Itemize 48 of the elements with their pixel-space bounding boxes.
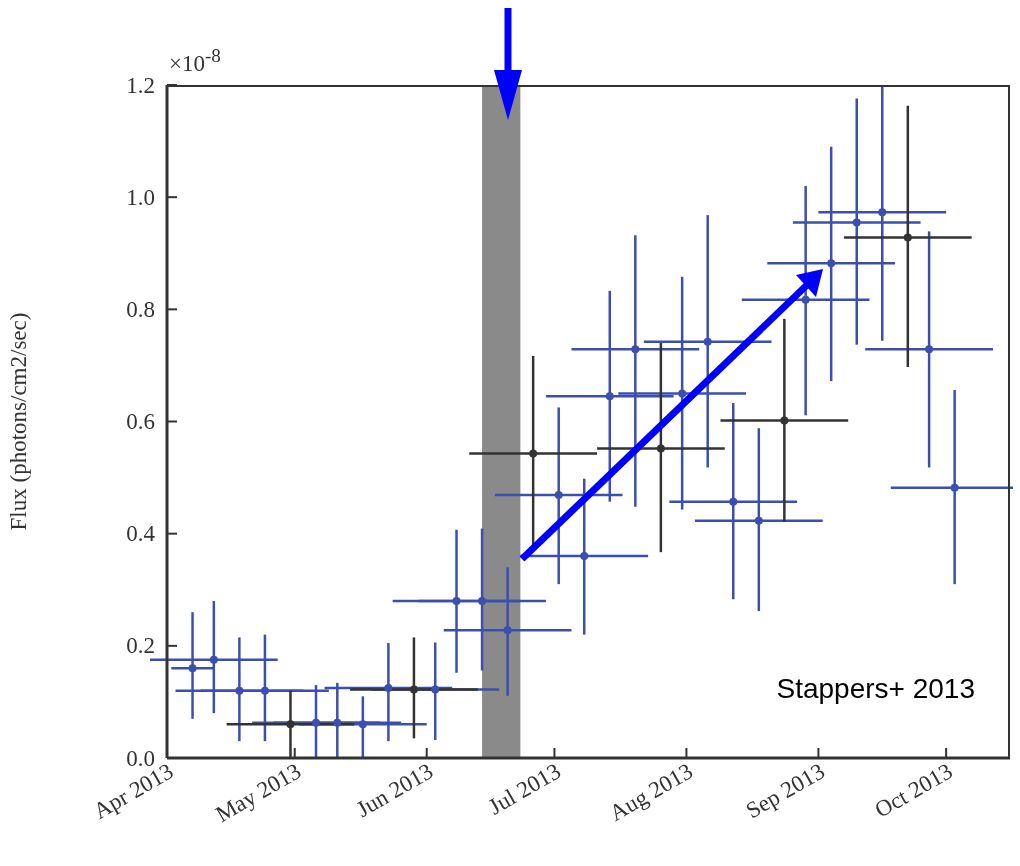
point — [260, 686, 269, 695]
text: ×10$^{-8}$ — [169, 45, 221, 77]
point — [209, 655, 218, 664]
y-tick-label: 0.2 — [126, 633, 155, 659]
x-tick-label: Aug 2013 — [605, 758, 697, 826]
x-tick-label: Jul 2013 — [484, 758, 565, 820]
point — [950, 483, 959, 492]
point — [903, 233, 912, 242]
point — [678, 389, 687, 398]
y-tick-label: 0.0 — [126, 745, 155, 771]
point — [729, 497, 738, 506]
point — [852, 218, 861, 227]
x-tick-label: Oct 2013 — [870, 758, 957, 823]
point — [384, 683, 393, 692]
point — [925, 345, 934, 354]
point — [188, 664, 197, 673]
point — [333, 718, 342, 727]
point — [409, 685, 418, 694]
y-tick-label: 1.0 — [126, 184, 155, 210]
point — [703, 337, 712, 346]
point — [554, 490, 563, 499]
point — [312, 718, 321, 727]
y-tick-label: 1.2 — [126, 72, 155, 98]
y-tick-label: 0.8 — [126, 296, 155, 322]
point — [780, 416, 789, 425]
x-tick-label: Sep 2013 — [741, 758, 829, 824]
y-axis-title: Flux (photons/cm2/sec) — [6, 312, 32, 531]
point — [529, 449, 538, 458]
point — [235, 686, 244, 695]
point — [656, 444, 665, 453]
annotation: Stappers+ 2013 — [776, 673, 975, 705]
point — [503, 626, 512, 635]
y-tick-label: 0.6 — [126, 409, 155, 434]
point — [631, 345, 640, 354]
point — [286, 720, 295, 729]
point — [452, 596, 461, 605]
x-tick-label: Jun 2013 — [352, 758, 438, 823]
y-tick-label: 0.4 — [126, 521, 156, 547]
point — [754, 516, 763, 525]
point — [580, 552, 589, 561]
x-tick-label: May 2013 — [211, 758, 306, 828]
point — [358, 720, 367, 729]
point — [801, 295, 810, 304]
point — [478, 596, 487, 605]
point — [878, 208, 887, 217]
point — [431, 685, 440, 694]
point — [827, 259, 836, 268]
point — [605, 392, 614, 401]
